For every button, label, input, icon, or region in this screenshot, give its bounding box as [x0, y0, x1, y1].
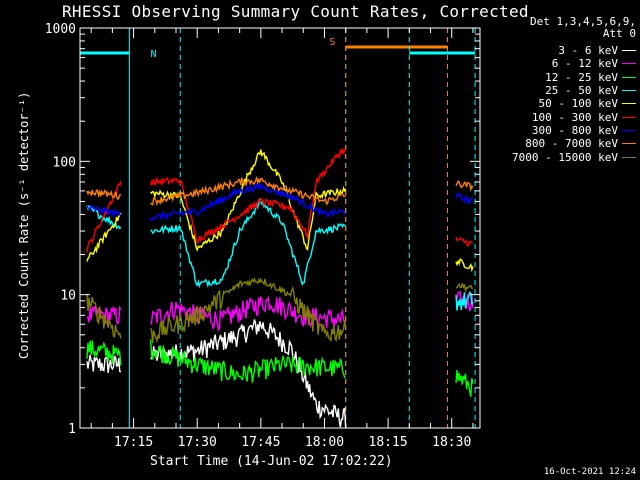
x-tick-label-3: 18:00	[305, 435, 344, 450]
x-tick-label-1: 17:30	[178, 435, 217, 450]
legend-label: 100 - 300 keV	[531, 110, 618, 124]
series-line-7-seg-0	[86, 189, 122, 201]
series-line-8-seg-2	[455, 282, 473, 294]
series-line-1-seg-2	[455, 291, 474, 313]
chart-legend: 3 - 6 keV 6 - 12 keV 12 - 25 keV 25 - 50 ke…	[480, 44, 636, 164]
series-line-1-seg-1	[149, 295, 347, 333]
series-line-6-seg-0	[86, 204, 122, 218]
legend-header: Det 1,3,4,5,6,9, Att 0	[486, 16, 636, 40]
y-tick-label-1: 10	[60, 289, 76, 304]
series-line-7-seg-1	[150, 175, 347, 207]
legend-item: 50 - 100 keV	[480, 97, 636, 110]
legend-swatch	[622, 63, 636, 65]
legend-label: 50 - 100 keV	[538, 97, 618, 111]
legend-label: 7000 - 15000 keV	[512, 150, 618, 164]
series-line-3-seg-1	[150, 197, 346, 289]
legend-item: 300 - 800 keV	[480, 124, 636, 137]
legend-item: 800 - 7000 keV	[480, 137, 636, 150]
x-axis-label: Start Time (14-Jun-02 17:02:22)	[150, 454, 393, 469]
legend-label: 25 - 50 keV	[545, 84, 618, 98]
chart-title: RHESSI Observing Summary Count Rates, Co…	[62, 2, 529, 21]
series-line-5-seg-1	[149, 148, 346, 244]
observing-bands: NS	[79, 28, 476, 428]
series-line-0-seg-0	[86, 354, 122, 373]
y-tick-label-2: 100	[53, 155, 76, 170]
legend-swatch	[622, 156, 636, 158]
legend-item: 100 - 300 keV	[480, 110, 636, 124]
legend-label: 12 - 25 keV	[545, 70, 618, 84]
x-tick-label-0: 17:15	[114, 435, 153, 450]
x-tick-label-5: 18:30	[432, 435, 471, 450]
y-tick-label-3: 1000	[45, 22, 76, 37]
legend-item: 12 - 25 keV	[480, 71, 636, 84]
legend-label: 800 - 7000 keV	[525, 137, 618, 151]
legend-item: 25 - 50 keV	[480, 84, 636, 97]
legend-label: 300 - 800 keV	[531, 123, 618, 137]
series-line-3-seg-2	[455, 291, 474, 311]
legend-swatch	[622, 116, 636, 118]
series-group	[86, 148, 474, 428]
series-line-6-seg-2	[455, 192, 474, 206]
saa-marker: S	[329, 37, 335, 48]
plot-frame	[79, 27, 481, 429]
series-line-2-seg-0	[86, 340, 122, 366]
axis-ticks: 1 10 100 1000 17:15 17:30 17:45 18:00 18:15 18:30	[45, 22, 480, 450]
x-tick-label-4: 18:15	[369, 435, 408, 450]
series-line-6-seg-1	[149, 181, 347, 222]
series-line-5-seg-2	[455, 236, 473, 248]
y-tick-label-0: 1	[68, 422, 76, 437]
legend-swatch	[622, 50, 636, 52]
axes-frame	[79, 27, 481, 429]
series-line-4-seg-1	[150, 149, 347, 252]
legend-header-line-2: Att 0	[602, 27, 636, 40]
series-line-4-seg-2	[455, 258, 474, 273]
series-line-2-seg-2	[455, 370, 474, 397]
x-tick-label-2: 17:45	[241, 435, 280, 450]
night-marker: N	[151, 49, 157, 60]
legend-item: 3 - 6 keV	[480, 44, 636, 57]
timestamp: 16-Oct-2021 12:24	[543, 467, 636, 477]
legend-item: 7000 - 15000 keV	[480, 150, 636, 164]
legend-label: 6 - 12 keV	[551, 57, 618, 71]
legend-swatch	[622, 129, 636, 131]
y-axis-label: Corrected Count Rate (s⁻¹ detector⁻¹)	[17, 91, 31, 359]
series-line-4-seg-0	[86, 212, 122, 262]
series-line-1-seg-0	[86, 305, 122, 326]
legend-swatch	[622, 90, 636, 92]
series-line-8-seg-0	[86, 293, 122, 339]
series-line-2-seg-1	[149, 339, 346, 383]
legend-swatch	[622, 76, 636, 78]
legend-label: 3 - 6 keV	[558, 44, 618, 58]
legend-item: 6 - 12 keV	[480, 57, 636, 70]
series-line-8-seg-1	[150, 277, 347, 344]
legend-swatch	[622, 143, 636, 145]
legend-swatch	[622, 103, 636, 105]
legend-header-line-1: Det 1,3,4,5,6,9,	[530, 15, 636, 28]
series-line-7-seg-2	[455, 180, 474, 193]
